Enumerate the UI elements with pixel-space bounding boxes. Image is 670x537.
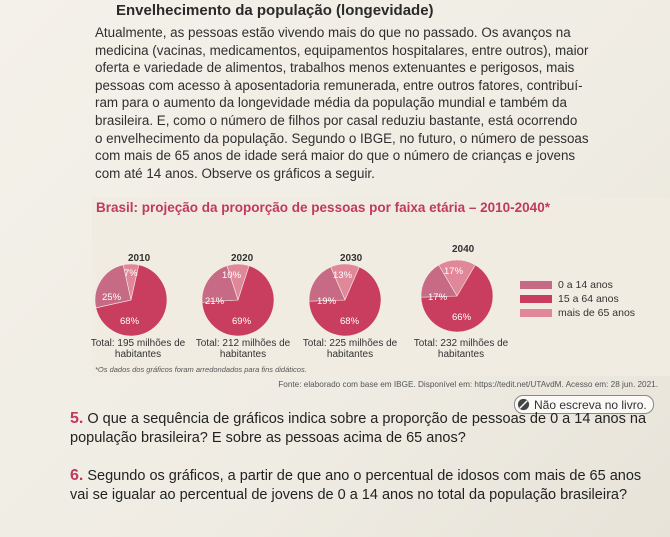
pie-2040-adult-slice xyxy=(420,264,494,333)
total-2040: Total: 232 milhões de habitantes xyxy=(413,338,509,360)
chart-title: Brasil: projeção da proporção de pessoas… xyxy=(96,200,550,215)
total-2030: Total: 225 milhões de habitantes xyxy=(302,338,398,360)
question-text: O que a sequência de gráficos indica sob… xyxy=(70,411,647,446)
year-label-2040: 2040 xyxy=(452,244,475,255)
do-not-write-text: Não escreva no livro. xyxy=(534,397,647,412)
source-citation: Fonte: elaborado com base em IBGE. Dispo… xyxy=(278,380,658,389)
pie-2030-adult-label: 68% xyxy=(340,316,360,327)
do-not-write-badge: Não escreva no livro. xyxy=(514,395,654,414)
pie-2030-young-slice xyxy=(308,266,346,302)
question-text: Segundo os gráficos, a partir de que ano… xyxy=(70,468,642,503)
pie-2030-young-label: 19% xyxy=(317,296,337,307)
intro-paragraph: Atualmente, as pessoas estão vivendo mai… xyxy=(95,25,589,181)
question-6: 6. Segundo os gráficos, a partir de que … xyxy=(70,466,660,505)
legend-young-swatch xyxy=(520,281,552,289)
pie-2020-young-label: 21% xyxy=(205,296,225,307)
pie-2030-elder-label: 13% xyxy=(333,270,353,281)
legend-young: 0 a 14 anos xyxy=(520,279,613,291)
pie-2010-young-slice xyxy=(94,264,132,309)
legend-adult-swatch xyxy=(520,295,552,303)
chart-panel xyxy=(92,198,670,376)
pie-2040-elder-label: 17% xyxy=(444,266,464,277)
pie-2020-elder-label: 10% xyxy=(222,270,242,281)
pie-2040-adult-label: 66% xyxy=(452,312,472,323)
chart-footnote: *Os dados dos gráficos foram arredondado… xyxy=(95,365,307,374)
pie-2020-young-slice xyxy=(201,265,239,303)
legend-young-label: 0 a 14 anos xyxy=(558,279,613,291)
pie-2030-adult-slice xyxy=(308,266,382,337)
pie-2010-adult-label: 68% xyxy=(120,316,140,327)
legend-elder-label: mais de 65 anos xyxy=(558,307,636,319)
legend-adult: 15 a 64 anos xyxy=(520,293,619,305)
year-label-2010: 2010 xyxy=(128,253,151,264)
total-2010: Total: 195 milhões de habitantes xyxy=(90,338,186,360)
year-label-2020: 2020 xyxy=(231,253,254,264)
legend-elder-swatch xyxy=(520,309,552,317)
legend-elder: mais de 65 anos xyxy=(520,307,635,319)
no-write-icon xyxy=(517,398,530,411)
year-label-2030: 2030 xyxy=(340,253,363,264)
pie-2010-adult-slice xyxy=(95,264,168,337)
legend-adult-label: 15 a 64 anos xyxy=(558,293,619,305)
section-title: Envelhecimento da população (longevidade… xyxy=(116,2,434,19)
pie-2020-adult-slice xyxy=(201,265,275,337)
total-2020: Total: 212 milhões de habitantes xyxy=(195,338,291,360)
question-number: 6. xyxy=(70,467,84,484)
pie-2040-young-slice xyxy=(420,264,458,298)
question-5: 5. O que a sequência de gráficos indica … xyxy=(70,409,660,448)
pie-2040-young-label: 17% xyxy=(428,292,448,303)
pie-2010-young-label: 25% xyxy=(102,292,122,303)
pie-2010-elder-label: 7% xyxy=(124,268,138,279)
pie-2020-adult-label: 69% xyxy=(232,316,252,327)
question-number: 5. xyxy=(70,410,84,427)
